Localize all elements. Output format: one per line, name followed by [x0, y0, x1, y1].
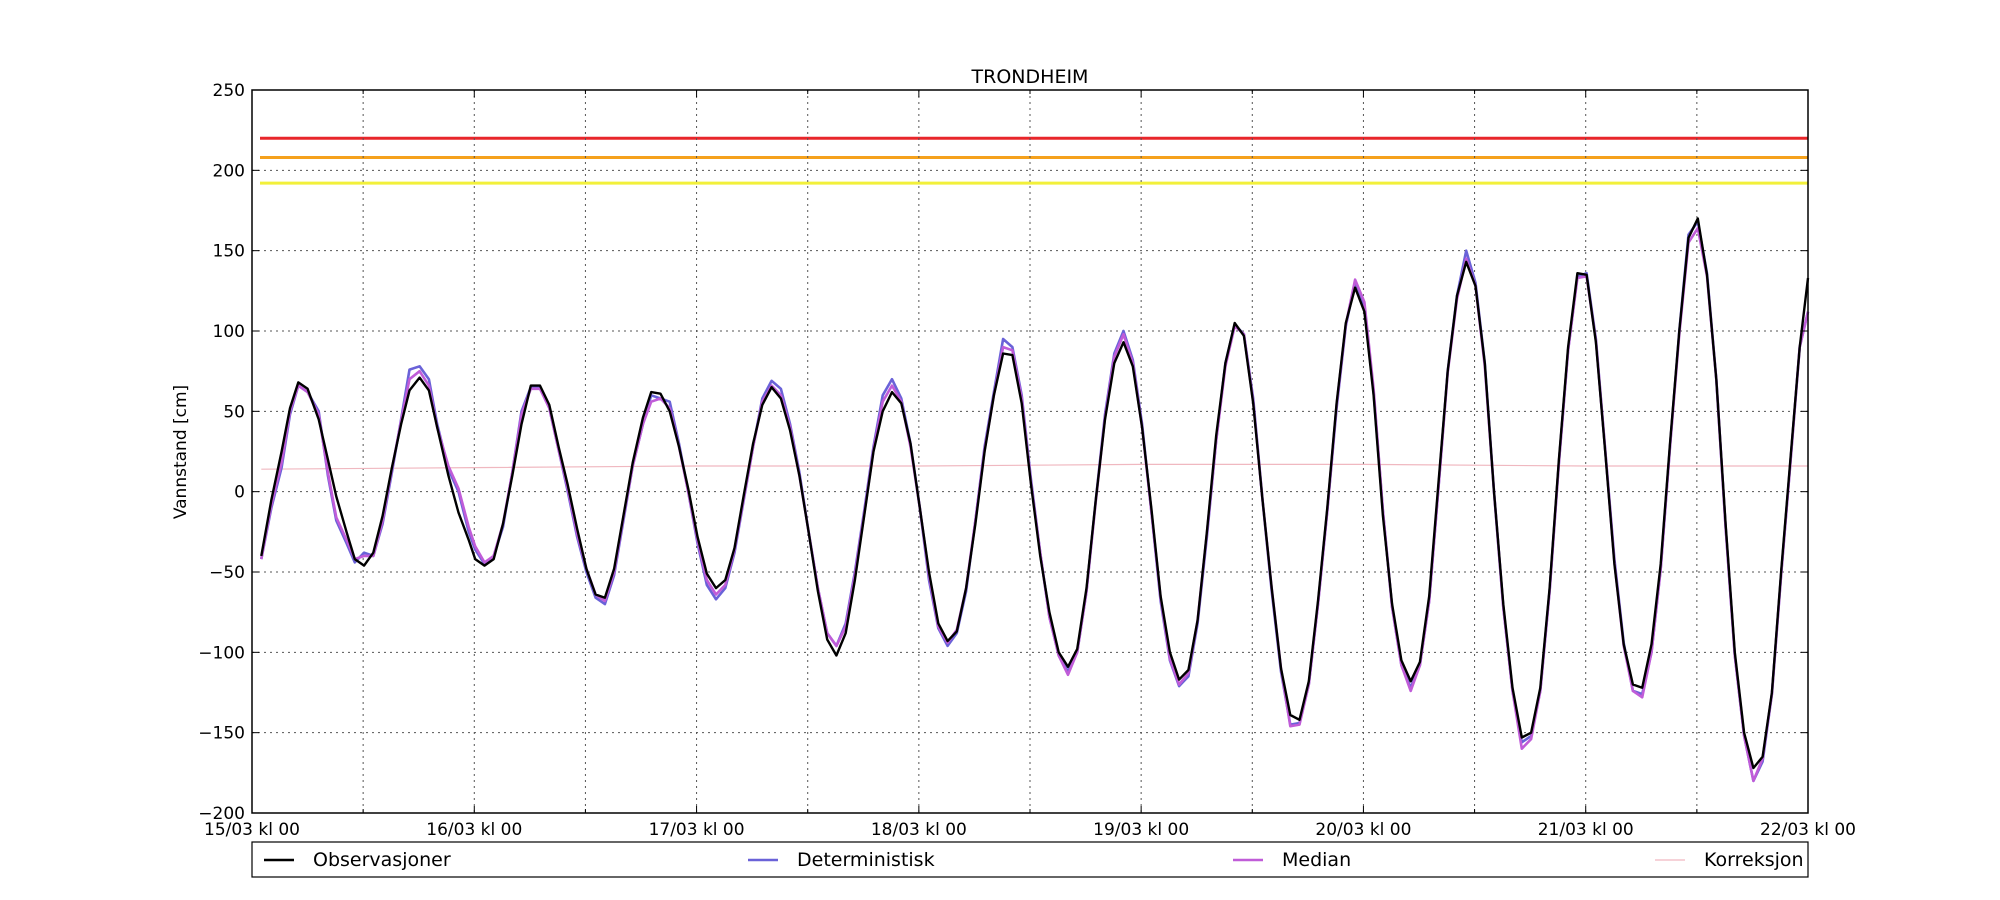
y-tick-label: −200 — [198, 804, 245, 824]
x-tick-label: 16/03 kl 00 — [426, 820, 522, 840]
y-tick-label: −100 — [198, 643, 245, 663]
y-tick-label: 200 — [213, 161, 245, 181]
x-tick-label: 18/03 kl 00 — [871, 820, 967, 840]
legend-label: Deterministisk — [797, 849, 935, 871]
x-tick-label: 22/03 kl 00 — [1760, 820, 1856, 840]
y-tick-label: 0 — [234, 483, 245, 503]
y-tick-label: −50 — [209, 563, 245, 583]
y-tick-label: 50 — [223, 402, 245, 422]
y-tick-label: 100 — [213, 322, 245, 342]
legend-label: Median — [1282, 849, 1351, 871]
legend: Observasjoner Deterministisk Median Korreks… — [264, 849, 1804, 871]
legend-box — [251, 841, 1809, 878]
x-tick-label: 21/03 kl 00 — [1538, 820, 1634, 840]
y-axis-label: Vannstand [cm] — [171, 385, 191, 519]
y-tick-label: 250 — [213, 81, 245, 101]
x-tick-label: 15/03 kl 00 — [204, 820, 300, 840]
x-tick-label: 20/03 kl 00 — [1315, 820, 1411, 840]
y-tick-label: −150 — [198, 724, 245, 744]
series-line-observasjoner — [260, 217, 1810, 770]
chart-title: TRONDHEIM — [971, 66, 1089, 88]
legend-label: Observasjoner — [313, 849, 451, 871]
series-line-korreksjon — [261, 463, 1808, 470]
x-tick-label: 19/03 kl 00 — [1093, 820, 1189, 840]
x-tick-label: 17/03 kl 00 — [649, 820, 745, 840]
legend-label: Korreksjon — [1704, 849, 1804, 871]
y-tick-label: 150 — [213, 242, 245, 262]
